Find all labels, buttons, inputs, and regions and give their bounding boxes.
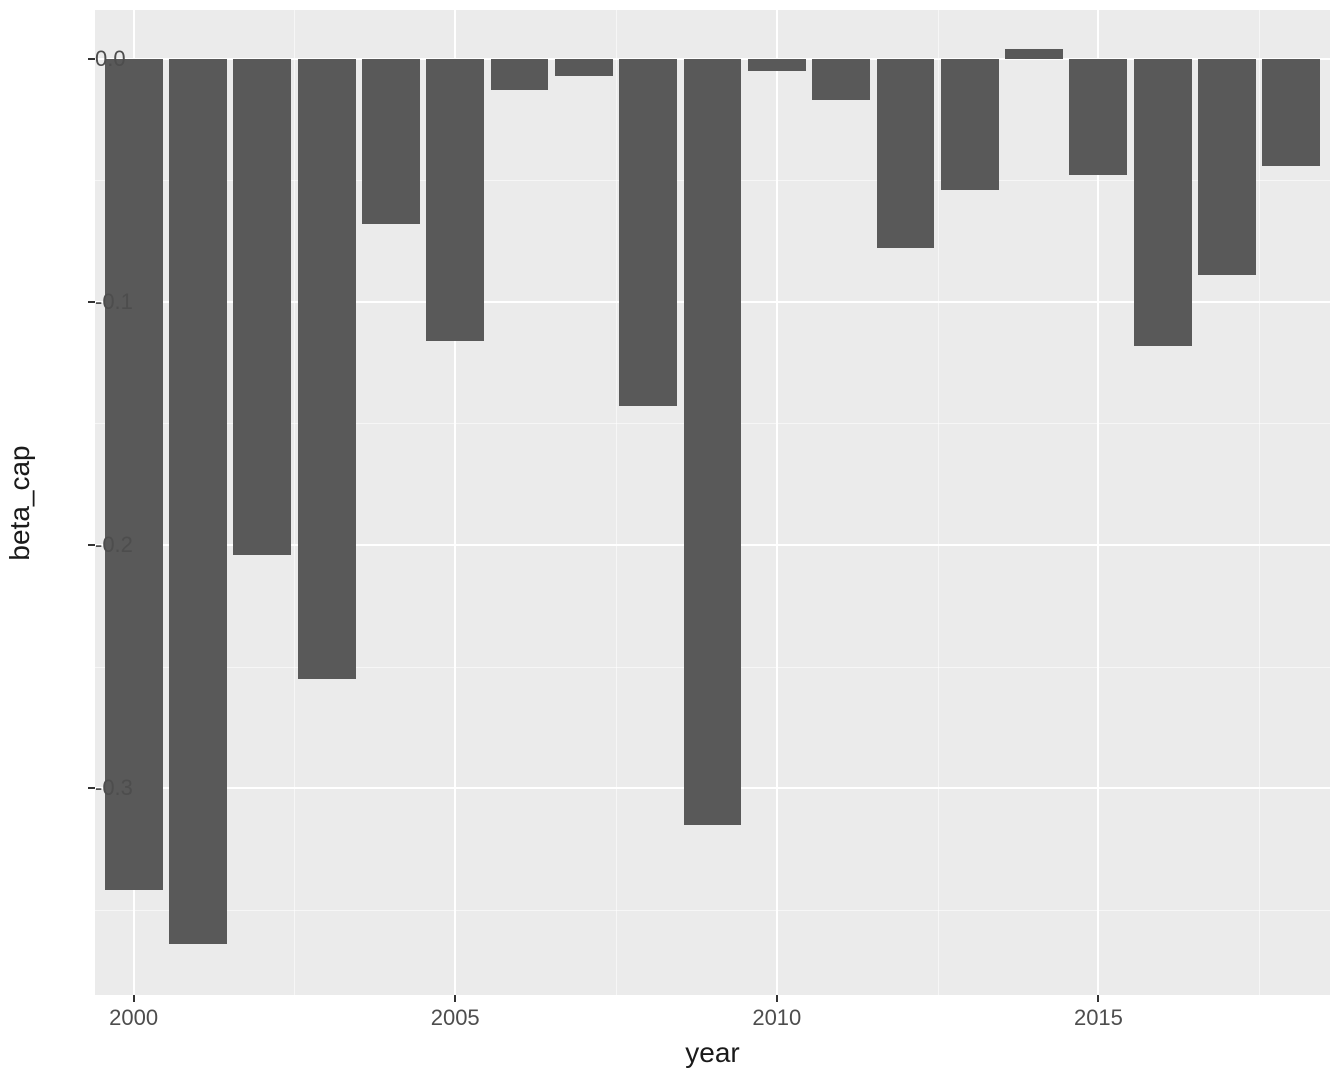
- y-tick-label: 0.0: [95, 46, 105, 72]
- bar: [105, 59, 163, 891]
- gridline-x-minor: [1259, 10, 1260, 995]
- y-axis-tick: [88, 544, 95, 546]
- plot-panel: [95, 10, 1330, 995]
- bar: [491, 59, 549, 91]
- bar: [1262, 59, 1320, 166]
- bar: [941, 59, 999, 190]
- y-axis-tick: [88, 58, 95, 60]
- gridline-x-minor: [616, 10, 617, 995]
- bar: [233, 59, 291, 555]
- bar: [1069, 59, 1127, 176]
- bar: [362, 59, 420, 224]
- bar: [298, 59, 356, 679]
- x-tick-label: 2015: [1074, 995, 1123, 1031]
- gridline-x: [776, 10, 778, 995]
- y-tick-label: -0.3: [95, 775, 105, 801]
- x-axis-title: year: [685, 1037, 739, 1069]
- x-tick-label: 2005: [431, 995, 480, 1031]
- y-axis-tick: [88, 301, 95, 303]
- y-tick-label: -0.2: [95, 532, 105, 558]
- bar: [1005, 49, 1063, 59]
- gridline-x-minor: [294, 10, 295, 995]
- bar: [555, 59, 613, 76]
- bar: [426, 59, 484, 341]
- figure: beta_cap year 0.0 -0.1 -0.2 -0.3 2000 2005 201…: [0, 0, 1344, 1075]
- y-axis-title: beta_cap: [4, 445, 36, 560]
- x-tick-label: 2000: [109, 995, 158, 1031]
- y-tick-label: -0.1: [95, 289, 105, 315]
- bar: [169, 59, 227, 944]
- x-tick-label: 2010: [752, 995, 801, 1031]
- bar: [1198, 59, 1256, 275]
- bar: [812, 59, 870, 100]
- y-axis-tick: [88, 787, 95, 789]
- gridline-y-minor: [95, 910, 1330, 911]
- bar: [1134, 59, 1192, 346]
- bar: [684, 59, 742, 825]
- gridline-x-minor: [938, 10, 939, 995]
- bar: [619, 59, 677, 407]
- bar: [877, 59, 935, 249]
- bar: [748, 59, 806, 71]
